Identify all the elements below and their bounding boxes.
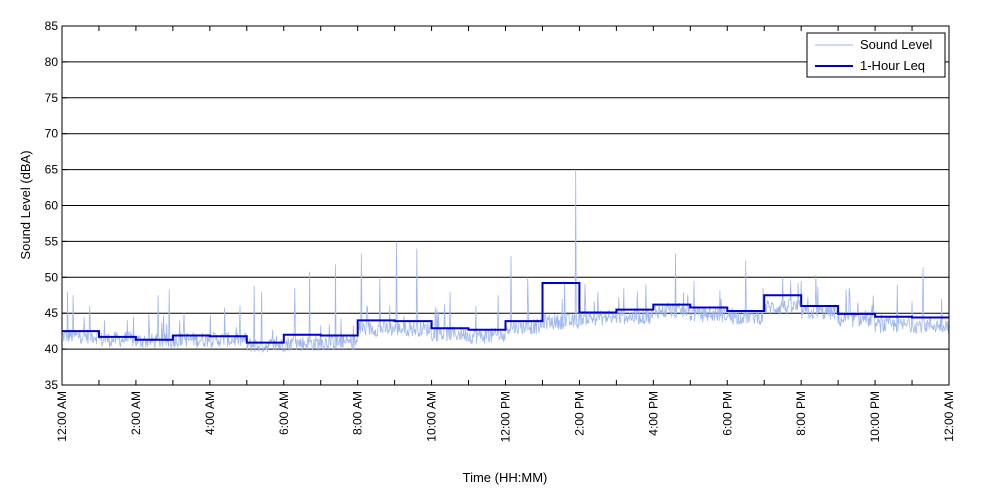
leq-step-line bbox=[62, 282, 949, 344]
legend-label-sound-level: Sound Level bbox=[860, 37, 932, 52]
x-axis-title: Time (HH:MM) bbox=[463, 470, 548, 485]
y-tick-label: 35 bbox=[45, 378, 59, 392]
x-tick-label: 12:00 AM bbox=[942, 391, 956, 442]
legend: Sound Level 1-Hour Leq bbox=[806, 32, 946, 78]
x-tick-label: 8:00 PM bbox=[794, 391, 808, 436]
x-axis: 12:00 AM 2:00 AM 4:00 AM 6:00 AM 8:00 AM 10:0… bbox=[55, 26, 956, 442]
y-tick-label: 50 bbox=[45, 270, 59, 284]
x-tick-label: 4:00 AM bbox=[203, 391, 217, 435]
x-tick-label: 6:00 PM bbox=[720, 391, 734, 436]
sound-level-series bbox=[61, 169, 950, 353]
y-tick-label: 65 bbox=[45, 163, 59, 177]
sound-level-line bbox=[61, 169, 950, 353]
y-tick-label: 40 bbox=[45, 342, 59, 356]
x-tick-label: 6:00 AM bbox=[277, 391, 291, 435]
x-tick-label: 12:00 AM bbox=[55, 391, 69, 442]
y-tick-label: 75 bbox=[45, 91, 59, 105]
y-tick-label: 85 bbox=[45, 19, 59, 33]
x-tick-label: 8:00 AM bbox=[351, 391, 365, 435]
legend-box bbox=[806, 32, 946, 78]
x-tick-label: 2:00 PM bbox=[572, 391, 586, 436]
y-tick-label: 45 bbox=[45, 306, 59, 320]
leq-series bbox=[62, 282, 949, 344]
grid-lines bbox=[62, 61, 949, 350]
legend-label-leq: 1-Hour Leq bbox=[860, 58, 925, 73]
x-tick-label: 2:00 AM bbox=[129, 391, 143, 435]
x-tick-label: 12:00 PM bbox=[499, 391, 513, 442]
x-tick-label: 4:00 PM bbox=[646, 391, 660, 436]
y-tick-label: 80 bbox=[45, 55, 59, 69]
y-tick-label: 70 bbox=[45, 127, 59, 141]
y-tick-label: 60 bbox=[45, 199, 59, 213]
y-axis: 35 40 45 50 55 60 65 70 75 80 85 bbox=[45, 19, 67, 392]
y-axis-title: Sound Level (dBA) bbox=[18, 150, 33, 259]
y-tick-label: 55 bbox=[45, 234, 59, 248]
x-tick-label: 10:00 AM bbox=[425, 391, 439, 442]
x-tick-label: 10:00 PM bbox=[868, 391, 882, 442]
